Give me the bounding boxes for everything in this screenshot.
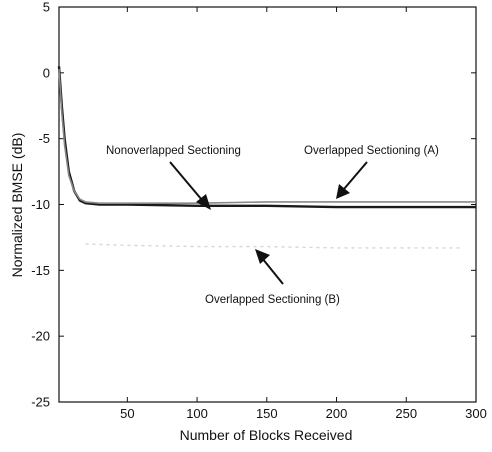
- x-tick-label: 300: [465, 406, 487, 421]
- x-axis-label: Number of Blocks Received: [180, 427, 353, 443]
- annotation-arrow-overlapped-b: [255, 249, 284, 285]
- series-line-0: [57, 66, 476, 209]
- x-tick-label: 150: [256, 406, 278, 421]
- y-tick-label: -5: [38, 131, 50, 146]
- y-tick-label: -25: [31, 395, 50, 410]
- series-lines: [57, 66, 476, 249]
- x-tick-label: 250: [395, 406, 417, 421]
- x-tick-label: 100: [186, 406, 208, 421]
- y-tick-label: -10: [31, 197, 50, 212]
- y-tick-label: -15: [31, 263, 50, 278]
- annotation-overlapped-a: Overlapped Sectioning (A): [304, 145, 439, 157]
- x-tick-label: 200: [326, 406, 348, 421]
- y-axis-label: Normalized BMSE (dB): [9, 133, 25, 278]
- y-tick-label: -20: [31, 329, 50, 344]
- annotation-nonoverlapped: Nonoverlapped Sectioning: [106, 145, 241, 157]
- annotation-arrow-overlapped-a: [336, 161, 368, 199]
- annotation-overlapped-b: Overlapped Sectioning (B): [205, 294, 340, 306]
- series-line-1: [58, 68, 476, 204]
- series-line-2: [85, 243, 463, 249]
- x-tick-label: 50: [120, 406, 134, 421]
- y-tick-label: 5: [43, 0, 50, 15]
- annotation-arrow-nonoverlapped: [169, 161, 211, 210]
- y-tick-label: 0: [43, 65, 50, 80]
